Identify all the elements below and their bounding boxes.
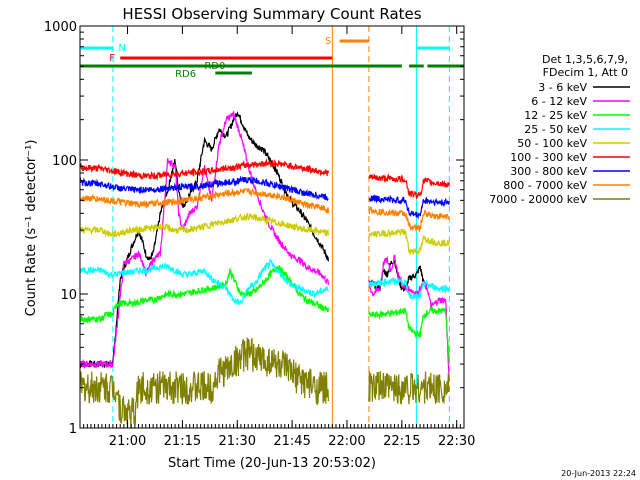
series-layer bbox=[79, 110, 450, 429]
y-axis-label: Count Rate (s⁻¹ detector⁻¹) bbox=[24, 140, 39, 317]
x-tick-label: 21:00 bbox=[109, 434, 146, 449]
flag-marker-s: S bbox=[325, 36, 331, 47]
y-axis-ticks: 1 10 100 1000 bbox=[44, 20, 464, 437]
series-8-segment-0 bbox=[79, 337, 329, 429]
y-tick-label: 1000 bbox=[44, 20, 77, 35]
legend-entry-label: 50 - 100 keV bbox=[517, 137, 587, 150]
x-tick-label: 21:15 bbox=[164, 434, 201, 449]
y-tick-label: 100 bbox=[52, 154, 77, 169]
chart-title: HESSI Observing Summary Count Rates bbox=[122, 5, 421, 23]
legend-entry-label: 300 - 800 keV bbox=[510, 165, 587, 178]
flag-marker-rd0: RD0 bbox=[204, 61, 225, 72]
series-6-segment-1 bbox=[368, 194, 450, 220]
series-4-segment-1 bbox=[368, 228, 450, 256]
series-1-segment-1 bbox=[368, 254, 450, 382]
series-0-segment-0 bbox=[79, 110, 329, 369]
legend-entry-label: 12 - 25 keV bbox=[524, 109, 587, 122]
legend-entry-label: 3 - 6 keV bbox=[538, 81, 587, 94]
series-3-segment-1 bbox=[368, 277, 450, 301]
legend-entry-label: 100 - 300 keV bbox=[510, 151, 587, 164]
series-6-segment-0 bbox=[79, 175, 329, 202]
legend-entry-label: 7000 - 20000 keV bbox=[489, 193, 587, 206]
x-tick-label: 22:00 bbox=[328, 434, 365, 449]
series-8-segment-1 bbox=[368, 370, 450, 405]
x-tick-label: 22:15 bbox=[383, 434, 420, 449]
timestamp-label: 20-Jun-2013 22:24 bbox=[561, 469, 636, 478]
legend-header-line: FDecim 1, Att 0 bbox=[543, 66, 628, 79]
flag-marker-rd6: RD6 bbox=[175, 69, 196, 80]
legend-entry-label: 25 - 50 keV bbox=[524, 123, 587, 136]
series-4-segment-0 bbox=[79, 212, 329, 238]
flag-marker-n: N bbox=[118, 43, 125, 54]
y-tick-label: 1 bbox=[69, 422, 77, 437]
series-5-segment-1 bbox=[368, 172, 450, 200]
series-7-segment-0 bbox=[79, 187, 329, 215]
legend-entry-label: 6 - 12 keV bbox=[531, 95, 587, 108]
x-axis-ticks: 21:00 21:15 21:30 21:45 22:00 22:15 22:30 bbox=[79, 26, 475, 449]
legend-entry-label: 800 - 7000 keV bbox=[503, 179, 587, 192]
series-7-segment-1 bbox=[368, 206, 450, 233]
legend-header-line: Det 1,3,5,6,7,9, bbox=[542, 53, 628, 66]
flag-marker-f: F bbox=[109, 53, 115, 64]
flags-layer: NF S RD0 RD6 bbox=[80, 36, 464, 80]
x-axis-label: Start Time (20-Jun-13 20:53:02) bbox=[168, 456, 376, 471]
series-2-segment-0 bbox=[79, 264, 329, 324]
x-tick-label: 21:45 bbox=[273, 434, 310, 449]
series-2-segment-1 bbox=[368, 306, 450, 365]
x-tick-label: 21:30 bbox=[219, 434, 256, 449]
y-tick-label: 10 bbox=[60, 288, 77, 303]
x-tick-label: 22:30 bbox=[438, 434, 475, 449]
plot-frame bbox=[79, 25, 465, 429]
series-3-segment-0 bbox=[79, 258, 329, 305]
legend: Det 1,3,5,6,7,9,FDecim 1, Att 0 3 - 6 keV… bbox=[489, 53, 630, 206]
series-5-segment-0 bbox=[79, 158, 329, 181]
